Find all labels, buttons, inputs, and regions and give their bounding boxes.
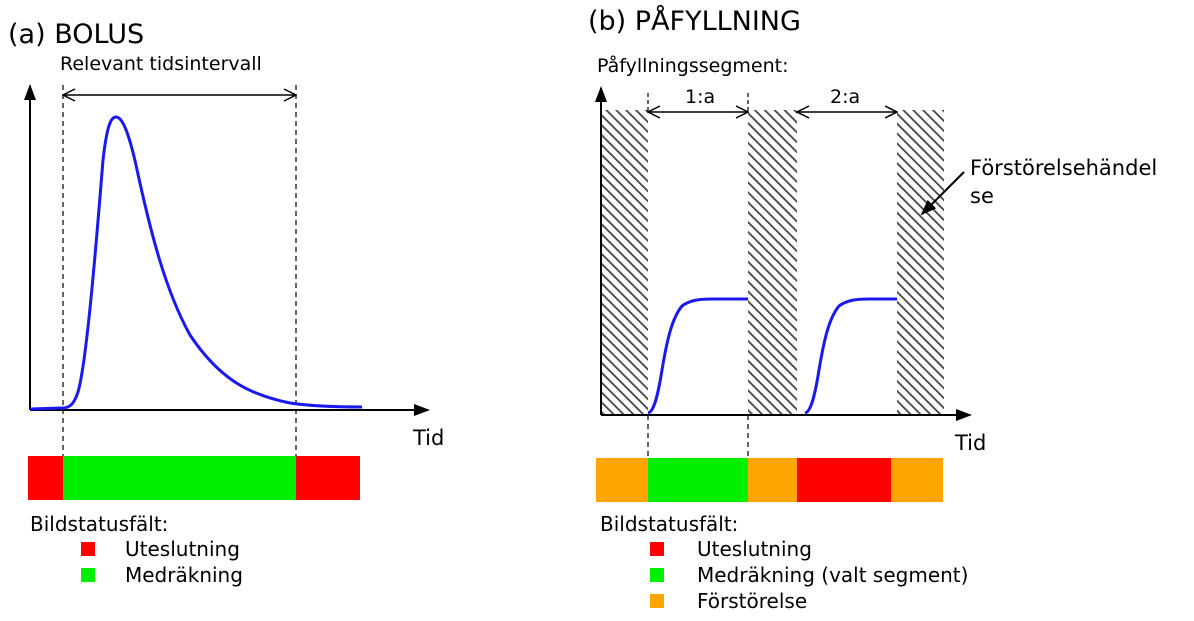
panel-b-status-label: Bildstatusfält: — [600, 512, 738, 536]
status-bar-a-exclusion-start — [28, 456, 63, 500]
segment-label: Påfyllningssegment: — [597, 54, 788, 77]
destruction-event-arrow — [920, 171, 965, 216]
segment-2-label: 2:a — [830, 86, 860, 108]
panel-a-status-label: Bildstatusfält: — [30, 512, 168, 536]
destruction-band-3 — [897, 110, 944, 415]
legend-b-destruction-label: Förstörelse — [697, 589, 807, 613]
status-bar-b-destruction-2 — [748, 458, 797, 502]
legend-b-exclusion-label: Uteslutning — [697, 537, 812, 561]
legend-b-destruction-swatch — [650, 594, 664, 608]
legend-a-inclusion-label: Medräkning — [125, 563, 243, 587]
panel-b: (b) PÅFYLLNING Påfyllningssegment: Tid 1… — [588, 5, 1157, 613]
destruction-event-label-line1: Förstörelsehändel — [970, 156, 1157, 180]
destruction-band-2 — [748, 110, 797, 415]
bolus-curve — [29, 115, 363, 411]
panel-a: (a) BOLUS Relevant tidsintervall Tid Bil… — [8, 19, 444, 587]
status-bar-a-inclusion — [63, 456, 296, 500]
legend-a-exclusion-swatch — [81, 542, 95, 556]
panel-b-x-label: Tid — [954, 431, 986, 455]
legend-b-inclusion-swatch — [650, 568, 664, 582]
status-bar-a-exclusion-end — [296, 456, 360, 500]
destruction-event-label-line2: se — [970, 184, 994, 208]
legend-a-inclusion-swatch — [81, 568, 95, 582]
destruction-band-1 — [601, 110, 648, 415]
legend-a-exclusion-label: Uteslutning — [125, 537, 240, 561]
panel-a-title: (a) BOLUS — [8, 19, 144, 50]
segment-1-label: 1:a — [685, 86, 715, 108]
refill-curve-1 — [647, 297, 748, 415]
panel-b-title: (b) PÅFYLLNING — [588, 5, 801, 37]
legend-b-exclusion-swatch — [650, 542, 664, 556]
status-bar-b-exclusion — [797, 458, 891, 502]
panel-a-x-label: Tid — [412, 426, 444, 450]
status-bar-b-destruction-1 — [596, 458, 648, 502]
status-bar-b-destruction-3 — [891, 458, 943, 502]
interval-label: Relevant tidsintervall — [60, 53, 262, 75]
legend-b-inclusion-label: Medräkning (valt segment) — [697, 563, 968, 587]
refill-curve-2 — [804, 297, 897, 415]
status-bar-b-inclusion — [648, 458, 748, 502]
